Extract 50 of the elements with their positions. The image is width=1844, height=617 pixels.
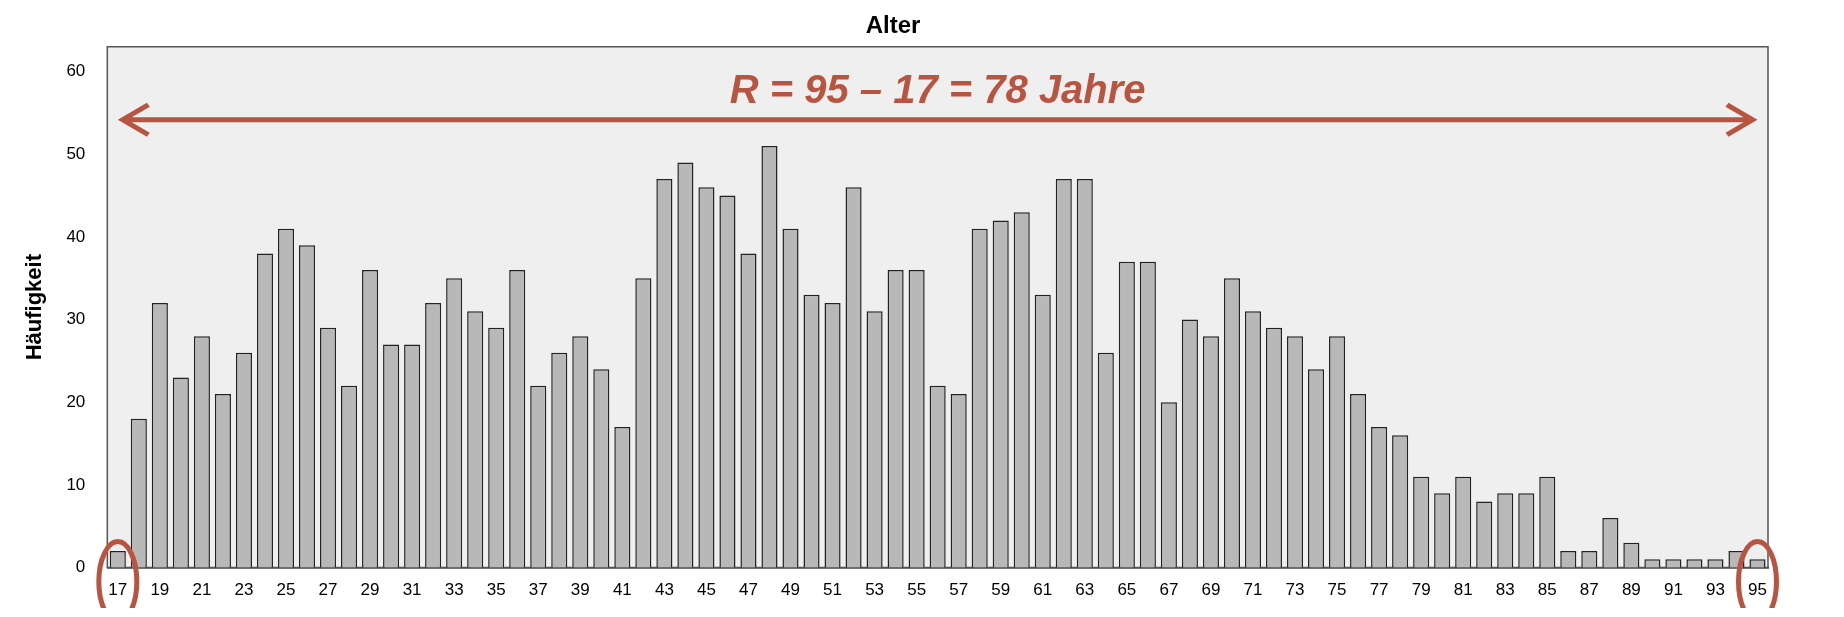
x-tick-label: 19 xyxy=(150,580,170,600)
annotation: R = 95 – 17 = 78 Jahre xyxy=(729,66,1146,111)
x-tick-label: 27 xyxy=(318,580,338,600)
x-tick-label: 95 xyxy=(1748,580,1767,600)
x-tick-label: 93 xyxy=(1705,580,1725,600)
x-tick-label: 73 xyxy=(1285,580,1305,600)
y-tick-label: 30 xyxy=(66,309,86,329)
y-tick-label: 40 xyxy=(66,226,86,246)
x-tick-label: 87 xyxy=(1579,580,1599,600)
x-tick-label: 47 xyxy=(739,580,758,600)
x-tick-label: 37 xyxy=(528,580,548,600)
x-tick-label: 23 xyxy=(234,580,254,600)
x-tick-label: 43 xyxy=(654,580,674,600)
x-tick-label: 81 xyxy=(1453,580,1473,600)
x-tick-label: 25 xyxy=(276,580,296,600)
x-tick-label: 65 xyxy=(1117,580,1137,600)
x-tick-label: 51 xyxy=(823,580,843,600)
x-tick-label: 61 xyxy=(1033,580,1053,600)
y-tick-label: 60 xyxy=(66,61,86,81)
x-tick-label: 79 xyxy=(1411,580,1431,600)
x-tick-label: 53 xyxy=(865,580,885,600)
x-tick-label: 67 xyxy=(1159,580,1179,600)
x-tick-label: 29 xyxy=(360,580,380,600)
chart-title: Alter xyxy=(865,11,921,39)
y-tick-label: 0 xyxy=(75,557,86,577)
x-tick-label: 71 xyxy=(1243,580,1263,600)
x-tick-label: 33 xyxy=(444,580,464,600)
x-tick-label: 85 xyxy=(1537,580,1557,600)
x-tick-label: 91 xyxy=(1663,580,1683,600)
x-tick-label: 89 xyxy=(1621,580,1641,600)
x-tick-label: 77 xyxy=(1369,580,1389,600)
x-tick-label: 83 xyxy=(1495,580,1515,600)
x-tick-label: 49 xyxy=(781,580,800,600)
x-tick-label: 69 xyxy=(1201,580,1221,600)
x-tick-label: 57 xyxy=(949,580,969,600)
x-tick-label: 31 xyxy=(402,580,422,600)
x-tick-label: 63 xyxy=(1075,580,1095,600)
x-tick-label: 39 xyxy=(570,580,590,600)
x-tick-label: 41 xyxy=(612,580,632,600)
x-tick-label: 59 xyxy=(991,580,1011,600)
x-tick-label: 45 xyxy=(696,580,716,600)
y-tick-label: 20 xyxy=(66,391,86,411)
x-tick-label: 21 xyxy=(192,580,212,600)
y-tick-label: 10 xyxy=(66,474,86,494)
x-tick-label: 17 xyxy=(108,580,128,600)
x-tick-label: 35 xyxy=(486,580,506,600)
y-tick-label: 50 xyxy=(66,143,86,163)
x-tick-label: 75 xyxy=(1327,580,1347,600)
x-tick-label: 55 xyxy=(907,580,927,600)
y-axis-title: Häufigkeit xyxy=(21,253,47,361)
